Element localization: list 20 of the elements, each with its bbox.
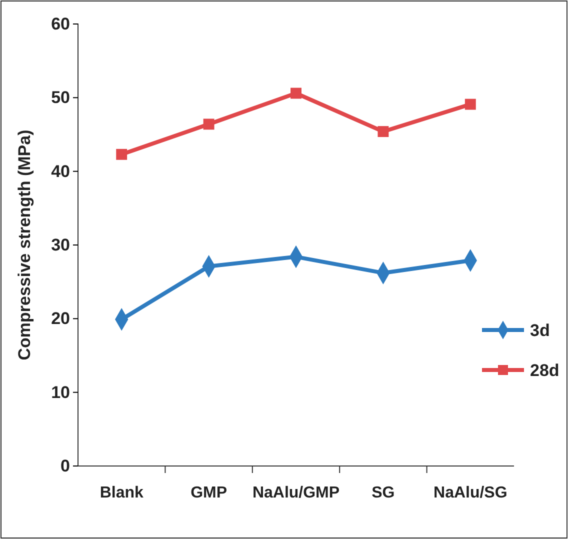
x-tick-label: SG: [372, 484, 395, 502]
y-tick-label: 30: [51, 235, 70, 254]
point: [116, 148, 128, 160]
y-tick-label: 0: [60, 456, 70, 476]
x-tick-label: GMP: [190, 484, 228, 502]
y-tick-label: 60: [51, 14, 70, 34]
y-tick-label: 10: [51, 382, 70, 402]
x-tick-label: NaAlu/SG: [434, 484, 508, 502]
point: [290, 88, 302, 99]
point: [378, 126, 389, 138]
y-tick-label: 40: [51, 162, 70, 181]
x-tick-label: Blank: [100, 484, 144, 502]
point: [203, 118, 214, 130]
point: [464, 98, 476, 110]
y-tick-label: 50: [51, 88, 70, 108]
y-tick-label: 20: [51, 309, 70, 328]
legend-label: 28d: [530, 361, 560, 380]
legend-label: 3d: [530, 321, 550, 340]
x-tick-label: NaAlu/GMP: [252, 484, 340, 502]
y-axis-title: Compressive strength (MPa): [15, 130, 34, 360]
